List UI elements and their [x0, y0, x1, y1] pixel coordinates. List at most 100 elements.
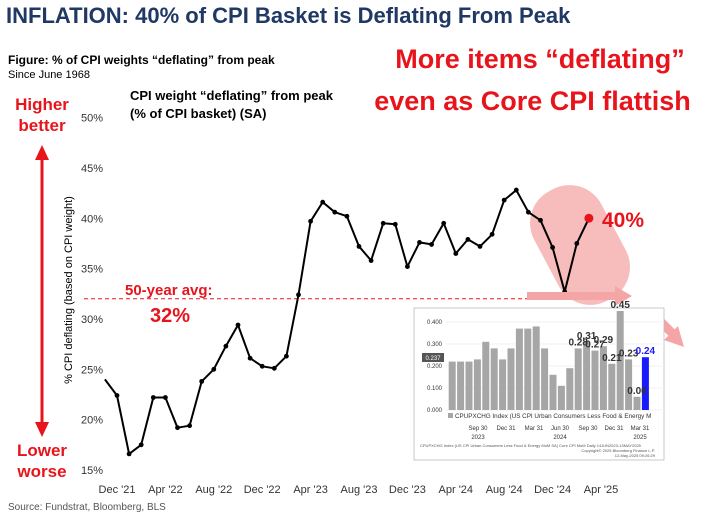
series-point [320, 199, 326, 205]
inset-y-tick-label: 0.200 [427, 364, 443, 370]
inset-bar [599, 346, 607, 410]
series-point [163, 395, 168, 400]
inset-data-label: 0.23 [619, 348, 639, 359]
series-point [332, 209, 338, 215]
inset-data-label: 0.24 [636, 346, 656, 357]
inset-y-tick-label: 0.400 [427, 320, 443, 326]
series-point [344, 213, 350, 219]
inset-bar [641, 357, 649, 410]
headline-callout-line2: even as Core CPI flattish [374, 86, 691, 116]
inset-bar [616, 311, 624, 410]
inset-data-label: 0.28 [568, 337, 588, 348]
average-label: 50-year avg: [125, 282, 213, 299]
series-point [126, 451, 132, 457]
inset-bar [448, 361, 456, 410]
connector-arrow-head [615, 286, 632, 306]
series-point [259, 363, 265, 369]
inset-data-label: 0.27 [585, 340, 605, 351]
page-title: INFLATION: 40% of CPI Basket is Deflatin… [6, 3, 571, 28]
y-tick-label: 30% [81, 314, 103, 326]
inset-x-tick-label: Jun 30 [551, 426, 570, 432]
inset-y-tick-label: 0.100 [427, 386, 443, 392]
series-point [356, 244, 362, 249]
worse-label: worse [17, 462, 67, 481]
series-point [175, 425, 180, 431]
inset-bar [490, 348, 498, 410]
chart-title-line2: (% of CPI basket) (SA) [130, 106, 267, 121]
inset-bar [625, 359, 633, 410]
series-point [211, 366, 217, 372]
inset-legend-swatch [448, 413, 453, 418]
series-point [271, 365, 277, 371]
last-point-marker [584, 213, 594, 223]
higher-label: Higher [15, 95, 69, 114]
figure-subtitle: Since June 1968 [8, 69, 90, 81]
x-tick-label: Apr '22 [148, 484, 183, 496]
down-right-arrow-head [664, 326, 684, 347]
series-point [138, 442, 144, 448]
inset-bar [457, 361, 465, 410]
x-tick-label: Aug '23 [341, 484, 378, 496]
inset-bar [507, 348, 515, 410]
series-point [247, 355, 253, 361]
inset-legend-text: CPUPXCHG Index (US CPI Urban Consumers L… [455, 413, 651, 420]
inset-bars [448, 311, 649, 410]
y-tick-label: 45% [81, 163, 103, 175]
series-point [405, 264, 410, 269]
series-point [187, 423, 193, 429]
y-axis-label: % CPI deflating (based on CPI weight) [63, 196, 75, 384]
inset-bar [532, 326, 540, 410]
inset-bar [549, 374, 557, 410]
inset-x-tick-label: Sep 30 [468, 426, 488, 432]
inset-bar [557, 385, 565, 410]
series-point [477, 244, 483, 249]
series-point [417, 240, 422, 245]
y-tick-label: 25% [81, 364, 103, 376]
inset-bar [574, 348, 582, 410]
inset-bar [524, 328, 532, 410]
y-tick-label: 40% [81, 213, 103, 225]
series-point [513, 187, 519, 193]
series-point [441, 220, 447, 226]
inset-bar [465, 361, 473, 410]
inset-year-label: 2023 [471, 435, 485, 441]
series-point [538, 217, 543, 223]
inset-x-tick-label: Dec 31 [496, 426, 516, 432]
inset-bar [591, 350, 599, 410]
up-arrow-head [35, 145, 49, 160]
x-tick-label: Dec '21 [99, 484, 136, 496]
series-point [465, 236, 471, 242]
lower-label: Lower [16, 441, 68, 460]
inset-x-tick-label: Dec 31 [604, 426, 624, 432]
y-tick-label: 20% [81, 415, 103, 427]
series-point [574, 241, 580, 246]
series-point [223, 343, 229, 349]
lower-worse-label: Lower worse [2, 440, 82, 482]
inset-bar [583, 341, 591, 410]
last-value-label: 40% [602, 209, 644, 232]
series-point [235, 322, 241, 328]
inset-year-label: 2024 [553, 435, 567, 441]
average-value-label: 32% [150, 305, 190, 327]
inset-x-tick-label: Mar 31 [525, 426, 544, 432]
series-point [550, 245, 555, 250]
inset-bar [566, 368, 574, 410]
series-point [489, 231, 495, 237]
inset-copyright: Copyright© 2025 Bloomberg Finance L.P. [581, 448, 655, 453]
inset-data-label: 0.21 [602, 353, 622, 364]
figure-title: Figure: % of CPI weights “deflating” fro… [8, 53, 275, 67]
inset-x-ticks: Sep 30 Dec 31 Mar 31 Jun 30 Sep 30 Dec 31 Mar … [468, 426, 650, 441]
inset-y-tick-label: 0.000 [427, 408, 443, 414]
y-tick-label: 15% [81, 465, 103, 477]
source-note: Source: Fundstrat, Bloomberg, BLS [8, 502, 166, 513]
inset-bar [608, 363, 616, 410]
inset-bar [482, 341, 490, 410]
higher-better-label: Higher better [2, 94, 82, 136]
inset-data-label: 0.29 [594, 335, 614, 346]
series-point [368, 258, 374, 263]
inset-data-label: 0.45 [610, 300, 630, 311]
inset-last-value: 0.237 [425, 356, 441, 362]
series-point [284, 353, 289, 359]
